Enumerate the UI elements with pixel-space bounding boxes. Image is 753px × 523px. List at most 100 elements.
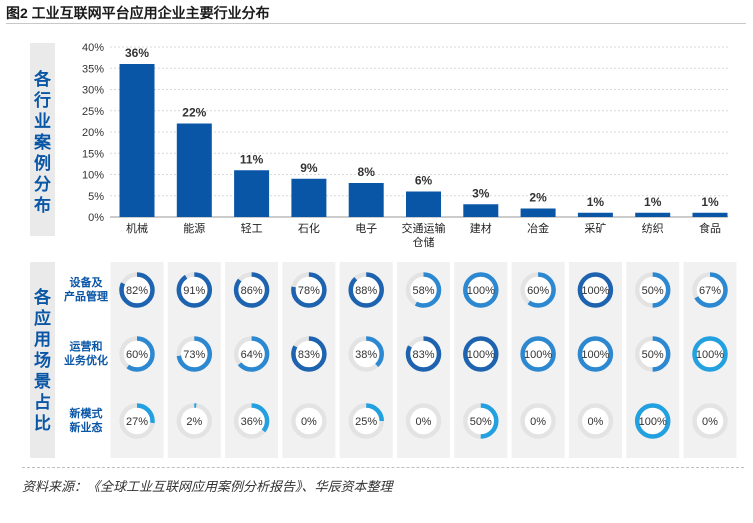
donut: 83% xyxy=(291,336,327,372)
donut-value-label: 60% xyxy=(126,349,148,361)
donut-arc xyxy=(520,336,556,372)
donut-arc xyxy=(233,403,270,439)
donut-arc xyxy=(119,403,155,439)
donut-arc xyxy=(348,403,384,439)
y-tick-label: 20% xyxy=(82,127,104,139)
bar-value-label: 36% xyxy=(125,46,149,60)
donut: 0% xyxy=(520,403,556,439)
donut-value-label: 82% xyxy=(126,285,148,297)
y-tick-label: 10% xyxy=(82,170,104,182)
donut-row-label: 运营和业务优化 xyxy=(64,339,108,367)
bar-side-label-char: 案 xyxy=(33,132,52,152)
donut: 50% xyxy=(634,272,671,308)
donut-arc xyxy=(233,272,270,308)
figure-title: 图2 工业互联网平台应用企业主要行业分布 xyxy=(6,5,270,21)
donut-arc xyxy=(291,272,327,308)
donut-side-label-char: 景 xyxy=(34,372,51,391)
donut-value-label: 0% xyxy=(530,416,546,428)
donut-value-label: 50% xyxy=(642,349,664,361)
bar-value-label: 8% xyxy=(358,165,376,179)
donut-value-label: 100% xyxy=(524,349,552,361)
bar xyxy=(176,123,212,217)
donut-side-label-char: 各 xyxy=(33,287,52,307)
donut-value-label: 0% xyxy=(301,416,317,428)
donut-value-label: 83% xyxy=(412,349,434,361)
bar-series xyxy=(119,64,728,217)
x-tick-label: 建材 xyxy=(470,221,492,235)
donut-arc xyxy=(577,272,614,308)
donut-value-label: 64% xyxy=(241,349,263,361)
donut: 25% xyxy=(348,403,384,439)
bar-side-label-char: 行 xyxy=(33,90,51,110)
donut-value-label: 100% xyxy=(639,416,667,428)
donut-track xyxy=(692,403,728,439)
y-tick-label: 25% xyxy=(82,106,104,118)
donut-value-label: 38% xyxy=(355,349,377,361)
x-tick-label: 交通运输仓储 xyxy=(402,221,446,249)
donut-value-label: 27% xyxy=(126,416,148,428)
donut-arc xyxy=(634,272,671,308)
bar-value-label: 22% xyxy=(182,106,206,120)
donut-arc xyxy=(119,272,155,308)
y-tick-label: 40% xyxy=(82,42,104,54)
y-tick-label: 35% xyxy=(82,63,104,75)
donut-side-label-char: 应 xyxy=(34,308,51,328)
donut: 82% xyxy=(119,272,155,308)
bar xyxy=(577,212,613,217)
donut: 0% xyxy=(291,403,327,439)
donut-arc xyxy=(405,336,442,372)
bar-value-label: 6% xyxy=(415,174,433,188)
bar xyxy=(406,191,441,217)
y-tick-label: 30% xyxy=(82,85,104,97)
donut-value-label: 50% xyxy=(642,285,664,297)
donut-value-label: 36% xyxy=(241,416,263,428)
bar-value-label: 1% xyxy=(587,195,605,209)
donut: 83% xyxy=(405,336,442,372)
donut-value-label: 0% xyxy=(416,416,432,428)
donut: 73% xyxy=(176,336,213,372)
donut: 60% xyxy=(119,336,155,372)
bar-side-label-char: 业 xyxy=(34,112,51,131)
bar-value-label: 1% xyxy=(701,195,719,209)
donut: 91% xyxy=(176,272,213,308)
bar-value-label: 11% xyxy=(240,152,264,166)
x-tick-label: 纺织 xyxy=(642,221,664,235)
donut-side-panel-bg xyxy=(30,262,55,458)
y-axis-ticks: 0% 5% 10% 15% 20% 25% 30% 35% 40% xyxy=(82,42,104,224)
bar-value-label: 3% xyxy=(472,186,490,200)
bar xyxy=(635,212,671,217)
donut-track xyxy=(520,403,556,439)
donut-arc xyxy=(577,336,614,372)
donut: 0% xyxy=(692,403,728,439)
donut-value-label: 100% xyxy=(696,349,724,361)
donut-value-label: 86% xyxy=(241,285,263,297)
y-tick-label: 0% xyxy=(88,212,104,224)
donut-arc xyxy=(634,403,671,439)
donut-side-label-char: 占 xyxy=(34,392,51,412)
donut-value-label: 0% xyxy=(587,416,603,428)
donut-side-label-char: 场 xyxy=(34,351,51,370)
y-tick-label: 5% xyxy=(88,191,104,203)
x-tick-label: 食品 xyxy=(699,221,721,235)
bar-side-label-char: 各 xyxy=(33,69,52,89)
x-tick-label: 机械 xyxy=(126,221,148,235)
footer-divider xyxy=(22,467,744,468)
source-note: 资料来源：《全球工业互联网应用案例分析报告》、华辰资本整理 xyxy=(22,479,393,494)
donut-arc xyxy=(291,336,327,372)
donut: 100% xyxy=(463,336,499,372)
x-tick-label: 石化 xyxy=(298,221,320,235)
bar xyxy=(692,212,728,217)
donut-arc xyxy=(348,272,384,308)
donut-arc xyxy=(463,272,499,308)
donut: 100% xyxy=(577,336,614,372)
donut-value-label: 60% xyxy=(527,285,549,297)
donut: 58% xyxy=(405,272,442,308)
donut: 100% xyxy=(692,336,728,372)
donut: 50% xyxy=(634,336,671,372)
donut-value-label: 25% xyxy=(355,416,377,428)
donut-value-label: 58% xyxy=(412,285,434,297)
bar-value-labels: 36% 22% 11% 9% 8% 6% 3% 2% 1% 1% 1% xyxy=(125,46,719,209)
donut: 64% xyxy=(233,336,270,372)
